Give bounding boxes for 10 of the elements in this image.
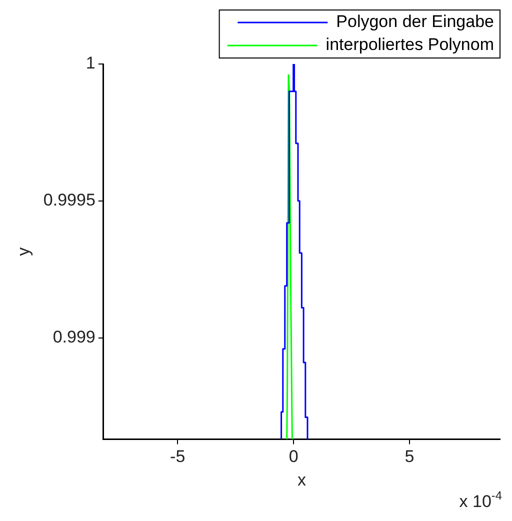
y-tick-label: 0.999 bbox=[52, 328, 96, 347]
y-tick-label: 1 bbox=[86, 54, 96, 73]
x-tick-label: 5 bbox=[404, 447, 414, 466]
x-tick-label: -5 bbox=[170, 447, 186, 466]
x-axis-title: x bbox=[297, 470, 306, 490]
text: interpoliertes Polynom bbox=[326, 35, 494, 54]
x-tick-label: 0 bbox=[288, 447, 298, 466]
y-axis-title: y bbox=[14, 246, 33, 256]
text: Polygon der Eingabe bbox=[336, 12, 494, 32]
y-tick-label: 0.9995 bbox=[43, 190, 96, 210]
